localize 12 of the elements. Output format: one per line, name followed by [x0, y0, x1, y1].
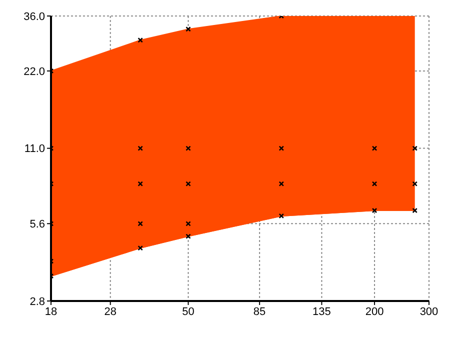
y-tick-label: 5.6	[30, 218, 45, 231]
y-tick-label: 11.0	[24, 143, 45, 156]
x-tick-label: 85	[253, 306, 266, 318]
y-tick-label: 2.8	[30, 296, 45, 308]
y-tick-label: 22.0	[24, 66, 45, 78]
x-tick-label: 28	[104, 306, 116, 318]
x-tick-label: 135	[312, 306, 331, 318]
x-tick-label: 50	[182, 306, 194, 318]
x-tick-label: 200	[365, 306, 384, 318]
x-tick-label: 300	[420, 306, 438, 318]
x-tick-label: 18	[44, 306, 58, 318]
y-tick-label: 36.0	[24, 10, 45, 23]
